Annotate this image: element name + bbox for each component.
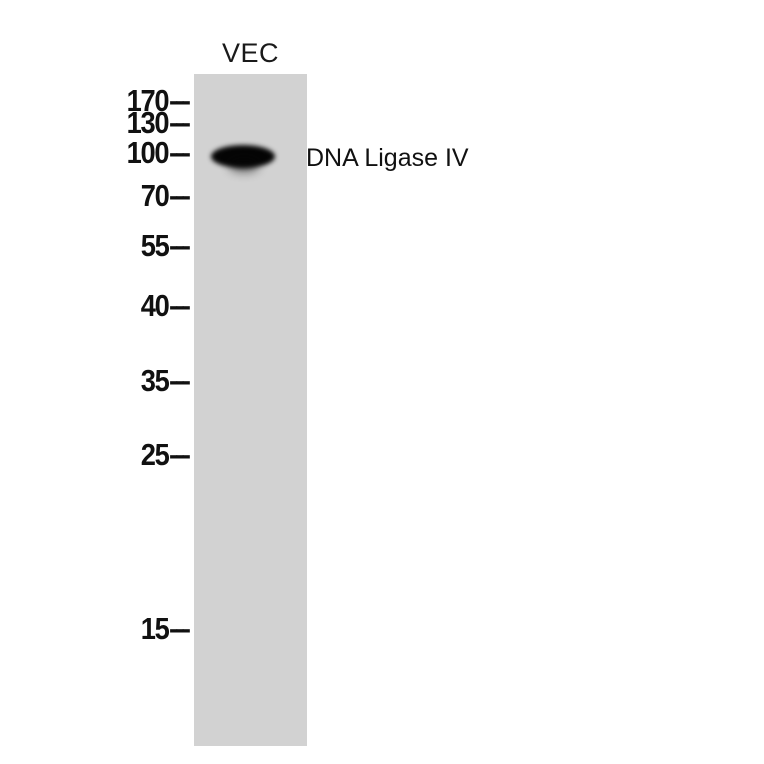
protein-band	[211, 145, 275, 168]
mw-marker-130: 130 ---	[0, 105, 191, 140]
mw-marker-dashes: ---	[169, 290, 191, 321]
mw-marker-dashes: ---	[169, 439, 191, 470]
mw-marker-170: 170 ---	[0, 83, 191, 118]
mw-marker-25: 25 ---	[0, 437, 191, 472]
mw-marker-value: 130	[126, 105, 169, 140]
mw-marker-value: 35	[140, 363, 169, 398]
mw-marker-100: 100 ---	[0, 135, 191, 170]
mw-marker-dashes: ---	[169, 137, 191, 168]
lane-label: VEC	[221, 38, 280, 68]
mw-marker-dashes: ---	[169, 365, 191, 396]
mw-marker-dashes: ---	[169, 613, 191, 644]
mw-marker-value: 40	[140, 288, 169, 323]
mw-marker-value: 170	[126, 83, 169, 118]
mw-marker-70: 70 ---	[0, 178, 191, 213]
mw-marker-40: 40 ---	[0, 288, 191, 323]
mw-marker-value: 25	[140, 437, 169, 472]
mw-marker-35: 35 ---	[0, 363, 191, 398]
gel-lane	[194, 74, 307, 746]
mw-marker-15: 15 ---	[0, 611, 191, 646]
protein-band-smear	[229, 159, 259, 172]
mw-marker-dashes: ---	[169, 107, 191, 138]
mw-marker-dashes: ---	[169, 85, 191, 116]
mw-marker-value: 70	[140, 178, 169, 213]
band-annotation-label: DNA Ligase IV	[306, 144, 469, 172]
mw-marker-55: 55 ---	[0, 228, 191, 263]
mw-marker-value: 55	[140, 228, 169, 263]
mw-marker-dashes: ---	[169, 180, 191, 211]
mw-marker-value: 15	[140, 611, 169, 646]
mw-marker-value: 100	[126, 135, 169, 170]
mw-marker-dashes: ---	[169, 230, 191, 261]
